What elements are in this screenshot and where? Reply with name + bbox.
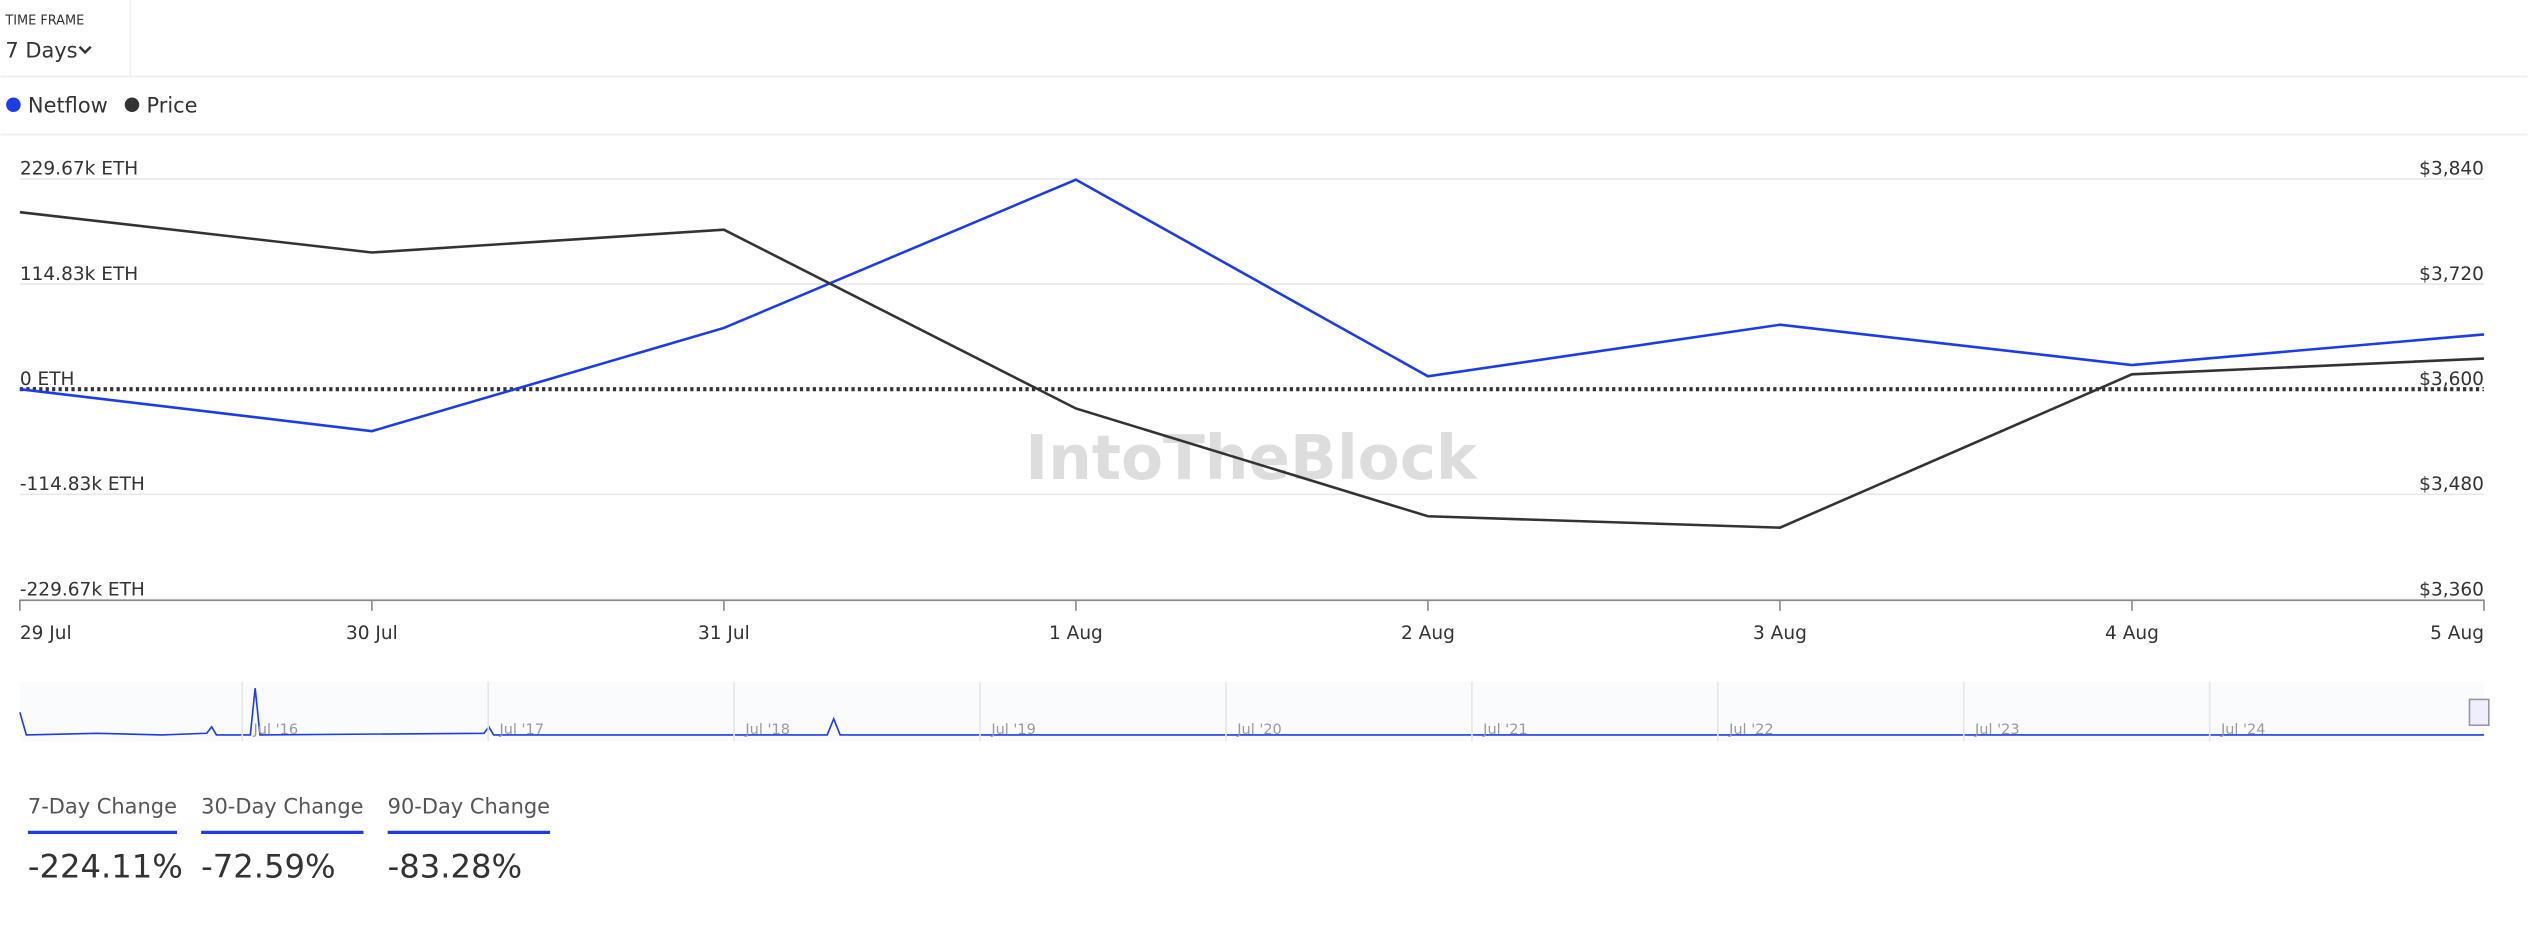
timeframe-value[interactable]: 7 Days (5, 39, 77, 63)
navigator-label: Jul '22 (1728, 722, 1774, 738)
y2-tick-label: $3,720 (2419, 264, 2484, 285)
navigator-label: Jul '17 (498, 722, 544, 738)
x-tick-label: 31 Jul (698, 623, 750, 644)
y2-tick-label: $3,600 (2419, 369, 2484, 390)
legend-label[interactable]: Price (146, 93, 197, 117)
stat-value: -224.11% (28, 848, 183, 886)
x-tick-label: 29 Jul (20, 623, 72, 644)
navigator-line (19, 688, 2484, 736)
stat-tab[interactable]: 30-Day Change (201, 794, 363, 818)
x-tick-label: 5 Aug (2430, 623, 2484, 644)
stat-tab[interactable]: 7-Day Change (28, 794, 177, 818)
series-line (19, 210, 2485, 529)
legend-marker[interactable] (6, 97, 21, 113)
y-tick-label: 229.67k ETH (20, 159, 138, 180)
stat-value: -72.59% (201, 848, 335, 886)
navigator-label: Jul '19 (990, 722, 1036, 738)
stat-tab[interactable]: 90-Day Change (388, 794, 550, 818)
y-tick-label: 114.83k ETH (20, 264, 138, 285)
timeframe-dropdown[interactable]: 7 Days (5, 39, 92, 63)
dropdown-caret[interactable] (78, 45, 92, 55)
navigator-handle[interactable] (2468, 698, 2490, 727)
x-tick-label: 3 Aug (1753, 623, 1807, 644)
navigator-label: Jul '20 (1236, 722, 1282, 738)
navigator-bg[interactable] (19, 681, 2484, 742)
y-tick-label: -114.83k ETH (20, 474, 145, 495)
navigator-label: Jul '18 (744, 722, 790, 738)
y2-tick-label: $3,360 (2419, 579, 2484, 600)
navigator-label: Jul '24 (2220, 722, 2266, 738)
watermark: IntoTheBlock (1025, 423, 1478, 494)
navigator[interactable] (19, 681, 2490, 742)
x-tick-label: 1 Aug (1049, 623, 1103, 644)
legend-marker[interactable] (124, 97, 140, 113)
x-tick-label: 4 Aug (2105, 623, 2159, 644)
x-tick-label: 30 Jul (346, 623, 398, 644)
stat-value: -83.28% (388, 848, 522, 886)
y2-tick-label: $3,480 (2419, 474, 2484, 495)
y-tick-label: -229.67k ETH (20, 579, 145, 600)
navigator-label: Jul '16 (253, 722, 299, 738)
legend-label[interactable]: Netflow (28, 93, 108, 117)
timeframe-label: TIME FRAME (4, 13, 84, 28)
y2-tick-label: $3,840 (2419, 159, 2484, 180)
y-tick-label: 0 ETH (20, 369, 75, 390)
navigator-label: Jul '23 (1974, 722, 2020, 738)
x-tick-label: 2 Aug (1401, 623, 1455, 644)
navigator-label: Jul '21 (1482, 722, 1528, 738)
series-line (19, 178, 2485, 433)
